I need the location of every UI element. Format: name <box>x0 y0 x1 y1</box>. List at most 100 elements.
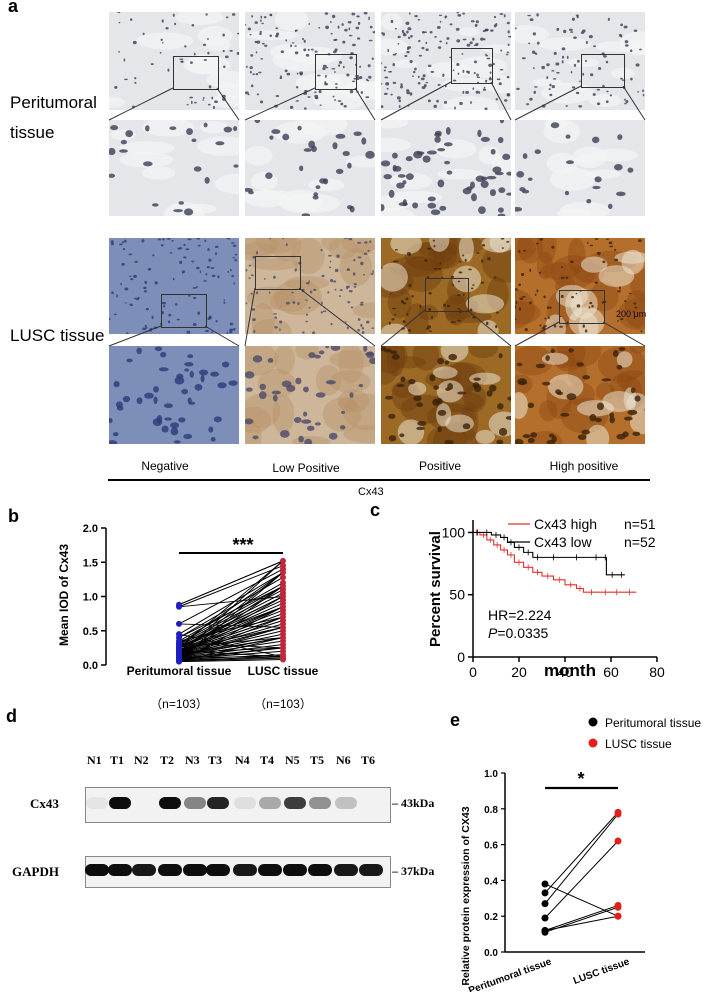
panel-c-x-tick-label: 40 <box>557 664 573 680</box>
nucleus <box>229 330 233 334</box>
nucleus <box>314 50 318 53</box>
col-label-low-positive: Low Positive <box>272 461 340 475</box>
nucleus <box>609 94 613 97</box>
light-area <box>598 265 635 287</box>
nucleus <box>496 78 501 81</box>
nucleus <box>413 395 422 402</box>
nucleus <box>320 248 323 252</box>
cx43-band-t3 <box>207 797 229 809</box>
gapdh-band-n1 <box>85 864 109 876</box>
nucleus <box>563 29 567 34</box>
stain-blotch <box>269 289 309 312</box>
gapdh-band-n3 <box>183 864 207 876</box>
nucleus <box>443 100 448 104</box>
nucleus <box>634 306 638 309</box>
nucleus <box>206 266 210 269</box>
nucleus <box>318 90 322 94</box>
nucleus <box>579 80 581 83</box>
nucleus <box>559 325 563 328</box>
nucleus <box>560 294 564 298</box>
nucleus <box>408 12 411 15</box>
nucleus <box>470 20 475 23</box>
nucleus <box>330 322 333 326</box>
nucleus <box>552 78 557 80</box>
panel-b-point-peritumoral <box>176 658 182 665</box>
nucleus <box>349 392 354 398</box>
nucleus <box>475 20 479 24</box>
nucleus <box>289 105 294 110</box>
lane-label-n5: N5 <box>285 753 300 767</box>
nucleus <box>497 207 504 213</box>
nucleus <box>521 272 525 277</box>
size-marker-43: – 43kDa <box>392 796 434 811</box>
nucleus <box>226 331 229 334</box>
nucleus <box>247 93 250 96</box>
nucleus <box>534 293 537 297</box>
nucleus <box>196 266 200 270</box>
nucleus <box>181 388 189 395</box>
nucleus <box>280 50 285 54</box>
nucleus <box>305 320 309 323</box>
nucleus <box>193 52 196 56</box>
nucleus <box>295 100 300 102</box>
nucleus <box>285 301 290 305</box>
ihc-tile-lusc-overview-high-positive <box>515 238 645 334</box>
panel-e-y-tick-label: 0.8 <box>484 805 498 816</box>
nucleus <box>576 362 584 367</box>
nucleus <box>484 107 488 110</box>
nucleus <box>606 238 609 241</box>
nucleus <box>542 326 546 330</box>
nucleus <box>530 432 538 438</box>
nucleus <box>312 195 319 200</box>
nucleus <box>433 244 436 248</box>
ihc-tile-peritumoral-zoom-low-positive <box>245 120 375 216</box>
nucleus <box>551 435 557 443</box>
panel-b-pair-line <box>178 585 284 639</box>
nucleus <box>577 434 587 440</box>
nucleus <box>397 35 401 39</box>
nucleus <box>249 70 252 74</box>
nucleus <box>445 387 451 392</box>
nucleus <box>167 320 171 324</box>
nucleus <box>592 93 596 96</box>
stroma-area <box>572 146 607 169</box>
zoom-region-box <box>559 290 605 324</box>
nucleus <box>270 13 273 17</box>
nucleus <box>249 66 253 70</box>
nucleus <box>434 130 442 136</box>
zoom-connector <box>216 87 240 121</box>
nucleus <box>605 60 609 64</box>
nucleus <box>430 70 435 73</box>
nucleus <box>154 346 163 352</box>
cx43-band-n6 <box>335 797 357 809</box>
nucleus <box>616 364 623 370</box>
panel-e-y-tick-label: 0.6 <box>484 841 498 852</box>
nucleus <box>575 91 580 95</box>
legend-peritumoral-label: Peritumoral tissue <box>605 716 701 730</box>
nucleus <box>495 324 498 329</box>
panel-b-pair-line <box>178 568 284 625</box>
stain-blotch <box>515 238 536 261</box>
nucleus <box>402 320 406 324</box>
nucleus <box>630 77 633 81</box>
stain-blotch <box>329 370 371 393</box>
km-curve-high <box>473 531 637 593</box>
nucleus <box>322 310 327 313</box>
nucleus <box>129 275 132 278</box>
nucleus <box>637 91 639 93</box>
nucleus <box>457 294 461 297</box>
nucleus <box>342 65 345 69</box>
nucleus <box>396 383 405 388</box>
zoom-connector <box>622 85 646 121</box>
nucleus <box>405 89 410 92</box>
light-area <box>614 251 645 264</box>
col-label-negative: Negative <box>141 459 189 473</box>
nucleus <box>339 425 346 430</box>
nucleus <box>192 322 197 327</box>
nucleus <box>334 70 336 73</box>
nucleus <box>402 199 407 207</box>
nucleus <box>536 242 539 245</box>
nucleus <box>469 181 475 189</box>
nucleus <box>336 254 340 258</box>
light-area <box>408 382 427 396</box>
